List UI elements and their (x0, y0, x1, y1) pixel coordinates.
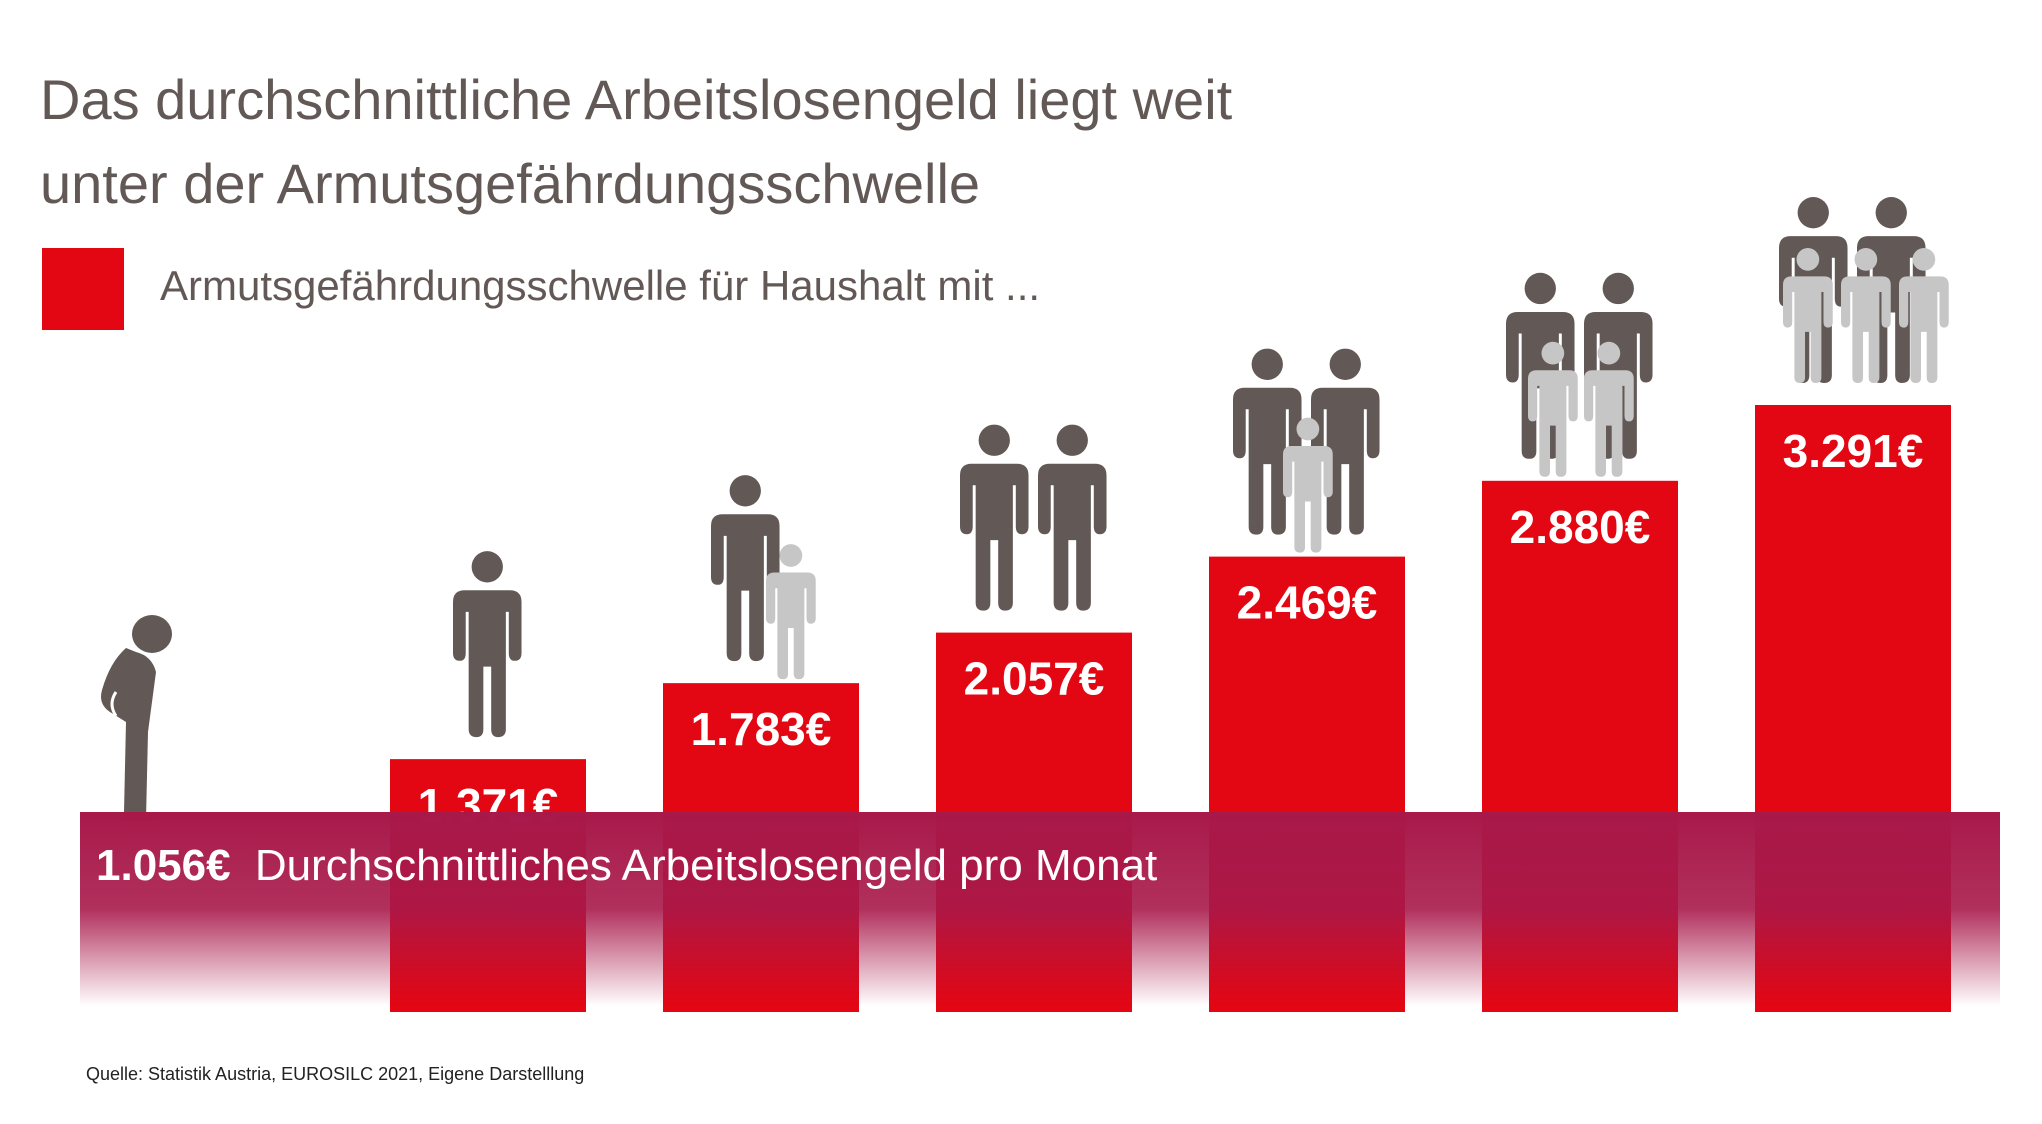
source-note: Quelle: Statistik Austria, EUROSILC 2021… (86, 1064, 585, 1084)
adult-person-icon (711, 475, 780, 662)
bar-value-label: 2.057€ (964, 653, 1105, 705)
child-person-icon (1899, 248, 1949, 383)
icons-layer (453, 197, 1949, 738)
sad-person-icon (101, 615, 172, 822)
child-person-icon (1783, 248, 1833, 383)
chart-title: Das durchschnittliche Arbeitslosengeld l… (40, 58, 1540, 226)
baseline-band (80, 812, 2000, 1006)
child-person-icon (1528, 341, 1578, 477)
adult-person-icon (960, 424, 1029, 611)
adult-person-icon (1311, 348, 1380, 535)
bar-value-label: 2.469€ (1237, 577, 1378, 629)
adult-person-icon (453, 551, 522, 738)
child-person-icon (1584, 341, 1634, 477)
bar-value-label: 1.783€ (691, 703, 832, 755)
child-person-icon (766, 544, 816, 680)
bar-value-label: 2.880€ (1510, 501, 1651, 553)
baseline-description: Durchschnittliches Arbeitslosengeld pro … (255, 841, 1157, 890)
adult-person-icon (1038, 424, 1107, 611)
baseline-value: 1.056€ (96, 841, 231, 890)
legend-label: Armutsgefährdungsschwelle für Haushalt m… (160, 262, 1041, 309)
title-line-1: Das durchschnittliche Arbeitslosengeld l… (40, 68, 1233, 131)
baseline-label: 1.056€ Durchschnittliches Arbeitslosenge… (96, 841, 1157, 890)
adult-person-icon (1233, 348, 1302, 535)
child-person-icon (1841, 248, 1891, 383)
legend-swatch (42, 248, 124, 330)
title-line-2: unter der Armutsgefährdungsschwelle (40, 152, 981, 215)
bar-value-label: 3.291€ (1783, 425, 1924, 477)
child-person-icon (1283, 417, 1333, 553)
